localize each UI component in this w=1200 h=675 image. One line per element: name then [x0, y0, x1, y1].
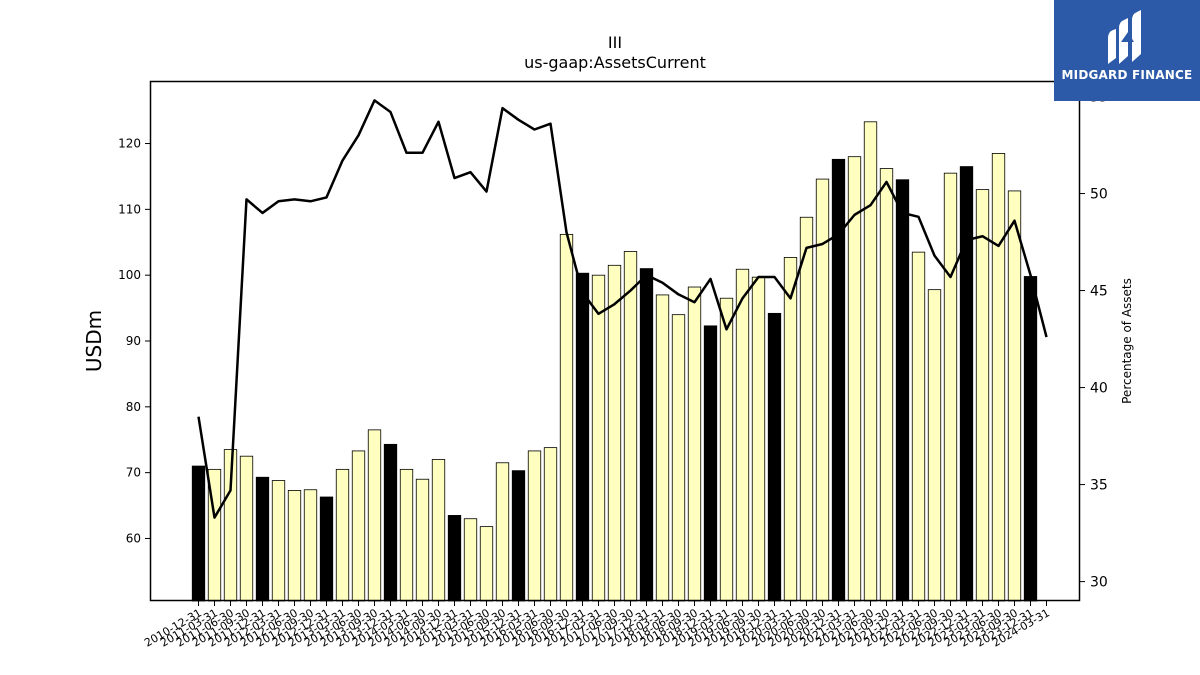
y2-tick-label: 50: [1090, 187, 1108, 203]
bar: [431, 459, 446, 602]
logo-mark-icon: [1108, 10, 1141, 64]
bar: [463, 518, 478, 602]
bar: [271, 480, 286, 602]
y-tick-label: 120: [118, 137, 141, 151]
bar: [335, 468, 350, 602]
bar: [975, 189, 990, 602]
bar: [959, 166, 974, 602]
bar: [799, 216, 814, 602]
brand-logo: MIDGARD FINANCE: [1054, 0, 1200, 101]
chart-subtitle: us-gaap:AssetsCurrent: [524, 53, 706, 72]
bar: [655, 294, 670, 602]
bar: [719, 297, 734, 602]
y-axis-left: 60 70 80 90 100 110 120: [118, 137, 150, 545]
bar: [991, 153, 1006, 602]
bar: [879, 168, 894, 602]
bar: [543, 447, 558, 602]
bar: [623, 251, 638, 602]
y2-axis-label: Percentage of Assets: [1120, 278, 1134, 404]
bar: [495, 462, 510, 602]
bar: [703, 325, 718, 602]
bar: [767, 312, 782, 602]
bar: [911, 251, 926, 602]
bar: [559, 233, 574, 602]
bar: [783, 257, 798, 602]
bar: [351, 450, 366, 602]
bar: [319, 496, 334, 602]
y-axis-right: 303540455055: [1080, 90, 1108, 591]
bar: [575, 272, 590, 602]
chart-title: III: [608, 33, 622, 52]
bar: [863, 121, 878, 602]
bar-series: [191, 121, 1038, 602]
y-tick-label: 70: [126, 466, 141, 480]
y2-tick-label: 45: [1090, 284, 1108, 300]
y-tick-label: 110: [118, 202, 141, 216]
bar: [303, 489, 318, 602]
series-line: [197, 99, 1048, 519]
x-axis: 2010-12-312011-03-312011-06-302011-09-30…: [142, 601, 1052, 650]
bar: [735, 268, 750, 602]
bar: [607, 264, 622, 602]
bar: [831, 158, 846, 602]
bar: [591, 274, 606, 602]
bar: [479, 526, 494, 602]
bar: [927, 289, 942, 602]
bar: [1007, 190, 1022, 602]
bar: [239, 455, 254, 602]
bar: [847, 156, 862, 602]
y-tick-label: 100: [118, 268, 141, 282]
bar: [383, 443, 398, 602]
bar: [671, 314, 686, 602]
bar: [287, 490, 302, 602]
bar: [527, 450, 542, 602]
y-tick-label: 60: [126, 531, 141, 545]
y-axis-label: USDm: [82, 310, 106, 372]
bar: [415, 478, 430, 602]
bar: [191, 465, 206, 602]
bar: [367, 429, 382, 602]
bar: [687, 286, 702, 602]
bar: [895, 179, 910, 602]
y-tick-label: 80: [126, 400, 141, 414]
logo-text: MIDGARD FINANCE: [1061, 68, 1193, 82]
bar: [639, 268, 654, 602]
y2-tick-label: 30: [1090, 575, 1108, 591]
bar: [751, 276, 766, 602]
bar: [943, 172, 958, 602]
bar: [255, 476, 270, 602]
y2-tick-label: 35: [1090, 478, 1108, 494]
line-series: [197, 99, 1048, 519]
bar: [511, 470, 526, 602]
bar: [399, 468, 414, 602]
plot-frame: [149, 80, 1081, 602]
bar: [1023, 276, 1038, 602]
bar: [447, 515, 462, 602]
y-tick-label: 90: [126, 334, 141, 348]
y2-tick-label: 40: [1090, 381, 1108, 397]
